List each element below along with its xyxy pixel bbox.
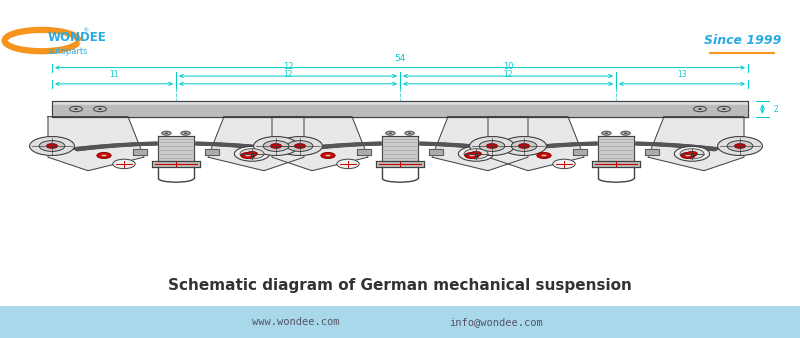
Circle shape: [263, 141, 289, 151]
Text: 13: 13: [677, 70, 687, 79]
Circle shape: [681, 152, 695, 159]
Text: www.wondee.com: www.wondee.com: [252, 317, 340, 327]
Circle shape: [240, 149, 264, 159]
Circle shape: [294, 144, 306, 148]
Circle shape: [486, 144, 498, 148]
FancyBboxPatch shape: [0, 306, 800, 338]
Polygon shape: [648, 117, 744, 171]
Circle shape: [321, 152, 335, 159]
Text: 10: 10: [502, 62, 514, 71]
Circle shape: [389, 132, 392, 134]
Circle shape: [621, 131, 630, 135]
Text: autoparts: autoparts: [48, 47, 89, 56]
Circle shape: [245, 154, 251, 157]
Polygon shape: [432, 117, 528, 171]
Circle shape: [98, 108, 102, 110]
Circle shape: [254, 137, 298, 155]
Circle shape: [234, 146, 270, 161]
Circle shape: [553, 159, 575, 169]
Circle shape: [97, 152, 111, 159]
Circle shape: [39, 141, 65, 151]
Circle shape: [479, 141, 505, 151]
Circle shape: [246, 151, 258, 156]
Circle shape: [113, 159, 135, 169]
Text: 12: 12: [283, 70, 293, 79]
Polygon shape: [488, 117, 584, 171]
Text: 54: 54: [394, 54, 406, 63]
Circle shape: [469, 154, 475, 157]
Circle shape: [278, 137, 322, 155]
Circle shape: [541, 154, 547, 157]
Circle shape: [686, 151, 698, 156]
Circle shape: [537, 152, 551, 159]
Circle shape: [680, 149, 704, 159]
Circle shape: [458, 146, 494, 161]
Circle shape: [337, 159, 359, 169]
Circle shape: [465, 152, 479, 159]
Circle shape: [722, 108, 726, 110]
Text: WONDEE: WONDEE: [48, 31, 106, 44]
Circle shape: [270, 144, 282, 148]
Circle shape: [30, 137, 74, 155]
Polygon shape: [208, 117, 304, 171]
Circle shape: [511, 141, 537, 151]
Text: 12: 12: [503, 70, 513, 79]
Circle shape: [74, 108, 78, 110]
Circle shape: [101, 154, 107, 157]
Circle shape: [698, 108, 702, 110]
Circle shape: [408, 132, 411, 134]
Circle shape: [602, 131, 611, 135]
Circle shape: [181, 131, 190, 135]
Circle shape: [287, 141, 313, 151]
Circle shape: [718, 137, 762, 155]
Circle shape: [685, 154, 691, 157]
Circle shape: [405, 131, 414, 135]
Circle shape: [325, 154, 331, 157]
Polygon shape: [48, 117, 144, 171]
Circle shape: [184, 132, 187, 134]
Circle shape: [674, 146, 710, 161]
Circle shape: [518, 144, 530, 148]
Circle shape: [470, 151, 482, 156]
Text: Since 1999: Since 1999: [704, 34, 781, 47]
Circle shape: [605, 132, 608, 134]
Circle shape: [162, 131, 171, 135]
Circle shape: [624, 132, 627, 134]
Circle shape: [470, 137, 514, 155]
Text: info@wondee.com: info@wondee.com: [449, 317, 543, 327]
Text: 2: 2: [774, 104, 778, 114]
Polygon shape: [272, 117, 368, 171]
Circle shape: [386, 131, 395, 135]
Circle shape: [46, 144, 58, 148]
Text: ®: ®: [82, 29, 89, 33]
Circle shape: [734, 144, 746, 148]
Circle shape: [727, 141, 753, 151]
Text: 11: 11: [110, 70, 118, 79]
Text: 12: 12: [282, 62, 294, 71]
Circle shape: [165, 132, 168, 134]
Circle shape: [464, 149, 488, 159]
Circle shape: [241, 152, 255, 159]
Text: Schematic diagram of German mechanical suspension: Schematic diagram of German mechanical s…: [168, 278, 632, 293]
Circle shape: [502, 137, 546, 155]
